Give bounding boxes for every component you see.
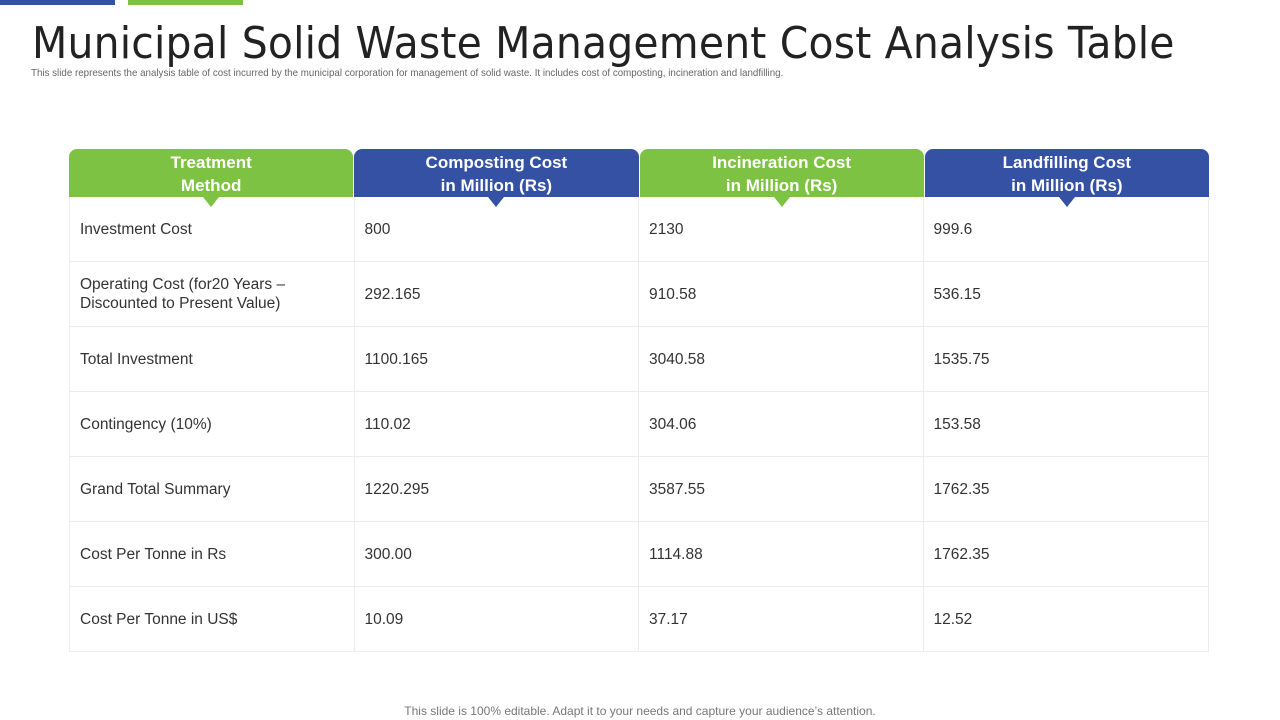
landfilling-value: 1762.35 xyxy=(933,480,990,498)
row-label: Contingency (10%) xyxy=(70,392,355,456)
table-row: Investment Cost 800 2130 999.6 xyxy=(70,197,1208,262)
incineration-value: 2130 xyxy=(639,197,924,261)
landfilling-value: 999.6 xyxy=(933,220,973,238)
header-line1: Landfilling Cost xyxy=(1002,153,1132,172)
header-line1: Composting Cost xyxy=(425,153,568,172)
composting-value: 1100.165 xyxy=(355,327,639,391)
row-label: Total Investment xyxy=(70,327,355,391)
landfilling-value: 1762.35 xyxy=(933,545,990,563)
landfilling-value: 12.52 xyxy=(933,610,973,628)
header-treatment-method: Treatment Method xyxy=(69,149,354,207)
composting-value: 110.02 xyxy=(355,392,639,456)
header-composting-cost: Composting Cost in Million (Rs) xyxy=(354,149,639,207)
page-title: Municipal Solid Waste Management Cost An… xyxy=(32,18,1175,69)
incineration-value: 3587.55 xyxy=(639,457,924,521)
header-pointer-icon xyxy=(773,197,790,207)
composting-value: 800 xyxy=(355,197,639,261)
footer-note: This slide is 100% editable. Adapt it to… xyxy=(404,704,876,718)
incineration-value: 910.58 xyxy=(639,262,924,326)
header-pointer-icon xyxy=(488,197,505,207)
accent-bar-blue xyxy=(0,0,115,5)
header-pointer-icon xyxy=(203,197,220,207)
accent-bar-green xyxy=(128,0,243,5)
composting-value: 300.00 xyxy=(355,522,639,586)
incineration-value: 37.17 xyxy=(639,587,924,651)
row-label: Operating Cost (for20 Years – Discounted… xyxy=(70,262,355,326)
row-label: Grand Total Summary xyxy=(70,457,355,521)
incineration-value: 3040.58 xyxy=(639,327,924,391)
landfilling-value: 536.15 xyxy=(933,285,981,303)
header-line2: in Million (Rs) xyxy=(440,176,553,195)
table-row: Total Investment 1100.165 3040.58 1535.7… xyxy=(70,327,1208,392)
composting-value: 10.09 xyxy=(355,587,639,651)
composting-value: 1220.295 xyxy=(355,457,639,521)
table-row: Contingency (10%) 110.02 304.06 153.58 xyxy=(70,392,1208,457)
composting-value: 292.165 xyxy=(355,262,639,326)
header-incineration-cost: Incineration Cost in Million (Rs) xyxy=(639,149,924,207)
header-line2: in Million (Rs) xyxy=(1011,176,1123,195)
landfilling-value: 1535.75 xyxy=(933,350,990,368)
row-label: Cost Per Tonne in US$ xyxy=(70,587,355,651)
landfilling-value: 153.58 xyxy=(933,415,981,433)
table-row: Grand Total Summary 1220.295 3587.55 176… xyxy=(70,457,1208,522)
row-label: Investment Cost xyxy=(70,197,355,261)
incineration-value: 304.06 xyxy=(639,392,924,456)
table-row: Operating Cost (for20 Years – Discounted… xyxy=(70,262,1208,327)
row-label: Cost Per Tonne in Rs xyxy=(70,522,355,586)
table-row: Cost Per Tonne in US$ 10.09 37.17 12.52 xyxy=(70,587,1208,652)
header-landfilling-cost: Landfilling Cost in Million (Rs) xyxy=(924,149,1209,207)
table-body: Investment Cost 800 2130 999.6 Operating… xyxy=(69,197,1209,652)
table-header-row: Treatment Method Composting Cost in Mill… xyxy=(69,149,1209,207)
page-subtitle: This slide represents the analysis table… xyxy=(31,67,784,79)
table-row: Cost Per Tonne in Rs 300.00 1114.88 1762… xyxy=(70,522,1208,587)
header-line1: Treatment xyxy=(170,153,252,172)
header-line1: Incineration Cost xyxy=(712,153,852,172)
cost-analysis-table: Treatment Method Composting Cost in Mill… xyxy=(69,149,1209,652)
incineration-value: 1114.88 xyxy=(639,522,924,586)
header-line2: Method xyxy=(180,176,242,195)
header-line2: in Million (Rs) xyxy=(725,176,838,195)
header-pointer-icon xyxy=(1058,197,1075,207)
row-label-text: Operating Cost (for20 Years – Discounted… xyxy=(80,276,286,312)
